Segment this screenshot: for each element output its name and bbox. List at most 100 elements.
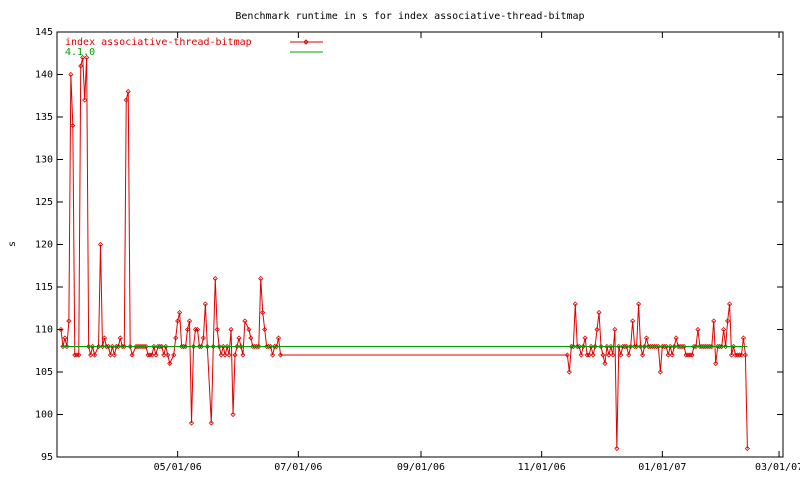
data-point [214,326,220,333]
data-point [139,343,145,350]
x-tick-label: 01/01/07 [638,462,686,473]
data-point [143,343,149,350]
data-point [594,326,600,333]
data-point [242,318,248,324]
data-point [740,335,747,341]
data-point [596,309,602,316]
plot-border [56,31,784,458]
data-point [123,97,129,103]
data-point [606,352,612,358]
y-tick-label: 140 [35,70,53,81]
data-point [669,352,675,358]
data-point [212,275,218,282]
data-point [82,97,88,103]
data-point [277,352,284,358]
data-point [60,343,66,350]
data-point [578,352,584,358]
data-point [159,343,165,350]
data-point [590,352,596,358]
data-point [111,352,117,358]
data-point [165,352,171,358]
data-point [88,352,94,358]
data-point [232,352,238,358]
data-point [693,343,699,350]
data-point [734,352,741,358]
data-point [266,343,272,350]
data-point [719,343,725,350]
data-point [647,343,654,350]
data-point [588,343,594,350]
data-point [194,326,201,333]
y-tick-label: 95 [41,452,53,463]
data-point [218,352,224,358]
data-point [222,352,228,358]
data-point [183,343,189,350]
data-point [576,343,582,350]
data-point [632,343,638,350]
data-point [641,343,648,350]
data-point [258,275,264,282]
data-point [274,343,280,350]
data-point [103,343,110,350]
data-point [62,335,68,341]
data-point [72,352,78,358]
data-point [95,343,102,350]
data-point [163,343,169,350]
data-point [566,369,572,375]
x-tick-label: 09/01/06 [397,462,445,473]
data-point [115,343,121,350]
data-point [224,343,230,350]
data-point [202,301,208,307]
y-tick-label: 145 [35,27,53,38]
data-point [137,343,143,350]
data-point [264,343,270,350]
data-point [707,343,713,350]
data-point [673,335,679,341]
data-point [220,343,226,350]
data-point [68,71,74,78]
data-point [238,343,244,350]
data-point [173,335,179,341]
data-point [105,343,111,350]
data-point [188,420,195,426]
data-point [179,343,185,350]
data-point [649,343,656,350]
data-point [732,352,739,358]
data-point [196,343,202,350]
data-point [736,352,743,358]
data-point [564,352,570,358]
data-point [240,352,246,358]
data-point [236,335,242,341]
data-point [699,343,705,350]
y-tick-label: 125 [35,197,53,208]
data-point [614,445,620,452]
data-point [584,352,590,358]
data-point [145,352,151,358]
y-tick-label: 100 [35,410,53,421]
data-point [636,301,642,307]
data-point [70,122,76,129]
data-point [744,445,750,452]
data-point [90,343,96,350]
data-point [604,343,610,350]
data-point [628,343,634,350]
data-point [717,343,723,350]
data-point [125,88,131,95]
data-point [260,309,266,316]
data-point [250,343,256,350]
data-point [129,352,135,358]
data-point [66,318,72,324]
data-point [568,343,574,350]
data-point [677,343,683,350]
data-point [703,343,709,350]
data-point [570,343,576,350]
data-point [630,318,636,324]
data-point [705,343,711,350]
y-tick-label: 105 [35,367,53,378]
data-point [701,343,707,350]
data-point [655,343,661,350]
chart-title: Benchmark runtime in s for index associa… [235,11,584,22]
data-point [663,343,669,350]
data-point [127,343,133,350]
data-point [620,343,626,350]
